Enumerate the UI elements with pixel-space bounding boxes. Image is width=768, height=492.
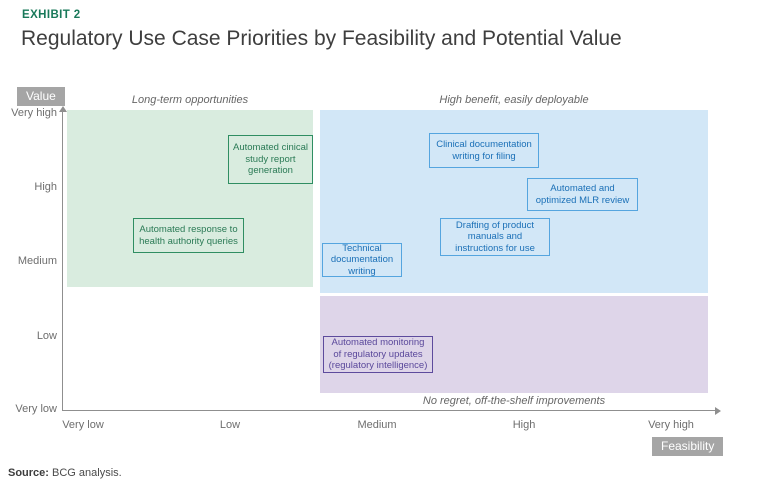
use-case-technical-documentation-writing: Technical documentation writing xyxy=(322,243,402,277)
source-prefix: Source: xyxy=(8,467,49,479)
y-tick-very-low: Very low xyxy=(15,403,57,415)
y-tick-high: High xyxy=(34,181,57,193)
x-axis-title-badge: Feasibility xyxy=(652,437,724,456)
x-tick-very-high: Very high xyxy=(648,419,694,431)
exhibit-label: EXHIBIT 2 xyxy=(22,9,81,21)
use-case-automated-response-health-authority-queries: Automated response to health authority q… xyxy=(133,218,244,253)
page-title: Regulatory Use Case Priorities by Feasib… xyxy=(21,27,622,50)
region-long-term-opportunities xyxy=(67,110,313,287)
region-no-regret xyxy=(320,296,708,393)
y-axis-title-badge: Value xyxy=(17,87,65,106)
x-tick-medium: Medium xyxy=(357,419,397,431)
x-tick-very-low: Very low xyxy=(62,419,104,431)
x-tick-low: Low xyxy=(219,419,241,431)
y-axis-arrow-icon xyxy=(59,106,67,112)
use-case-automated-clinical-study-report-generation: Automated cinical study report generatio… xyxy=(228,135,313,184)
region-high-benefit xyxy=(320,110,708,293)
y-tick-medium: Medium xyxy=(17,255,57,267)
x-axis-arrow-icon xyxy=(715,407,721,415)
x-tick-high: High xyxy=(512,419,536,431)
use-case-automated-optimized-mlr-review: Automated and optimized MLR review xyxy=(527,178,638,211)
quadrant-label-high-benefit: High benefit, easily deployable xyxy=(439,94,589,106)
y-tick-low: Low xyxy=(36,330,57,342)
source-text: BCG analysis. xyxy=(52,467,122,479)
use-case-automated-monitoring-regulatory-updates: Automated monitoring of regulatory updat… xyxy=(323,336,433,373)
use-case-clinical-documentation-writing-for-filing: Clinical documentation writing for filin… xyxy=(429,133,539,168)
quadrant-label-long-term: Long-term opportunities xyxy=(131,94,249,106)
y-tick-very-high: Very high xyxy=(11,107,57,119)
y-axis-line xyxy=(62,112,63,410)
x-axis-line xyxy=(62,410,715,411)
use-case-drafting-product-manuals-instructions: Drafting of product manuals and instruct… xyxy=(440,218,550,256)
quadrant-label-no-regret: No regret, off-the-shelf improvements xyxy=(422,395,606,407)
source-note: Source: BCG analysis. xyxy=(8,467,122,479)
